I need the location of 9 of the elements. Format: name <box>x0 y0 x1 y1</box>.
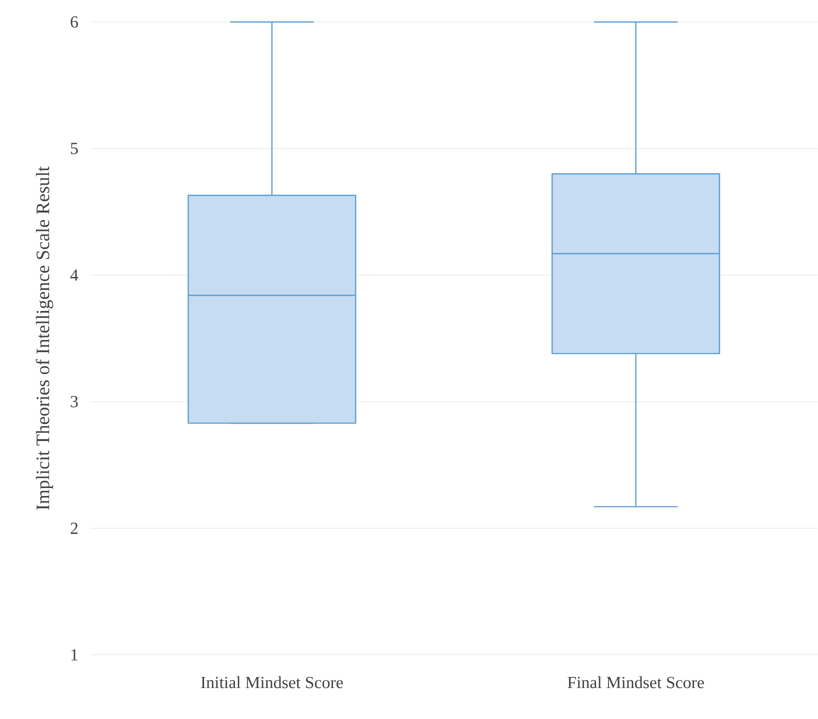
y-tick-label: 1 <box>71 649 78 660</box>
x-tick-label: Initial Mindset Score <box>201 676 343 688</box>
y-tick-label: 3 <box>70 396 78 408</box>
y-tick-label: 6 <box>70 16 78 28</box>
x-tick-label: Final Mindset Score <box>568 676 704 688</box>
y-tick-label: 5 <box>70 143 78 154</box>
y-axis-title: Implicit Theories of Intelligence Scale Result <box>36 166 54 510</box>
y-tick-label: 2 <box>70 522 78 534</box>
y-tick-label: 4 <box>70 270 78 281</box>
